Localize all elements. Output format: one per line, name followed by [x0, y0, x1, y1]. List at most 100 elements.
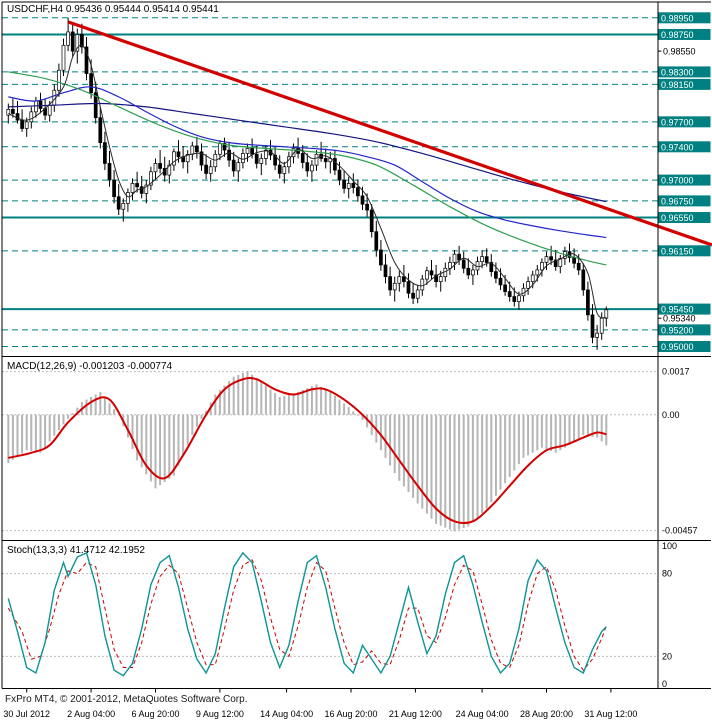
candle-bull	[172, 151, 176, 166]
candle-bull	[208, 166, 213, 174]
candle-bear	[15, 113, 20, 121]
candle-bear	[80, 34, 84, 48]
candle-bear	[135, 183, 139, 188]
candle-bull	[310, 164, 314, 172]
macd-scale-label: 0.00	[662, 410, 680, 420]
price-level-tag-text: 0.98150	[661, 80, 694, 90]
time-axis-label: 28 Aug 20:00	[520, 709, 573, 719]
time-axis-label: 31 Aug 12:00	[584, 709, 637, 719]
candle-bull	[24, 121, 29, 129]
candle-bear	[581, 269, 586, 291]
stoch-k-line	[7, 551, 607, 677]
ma-fast-dark-line	[8, 44, 607, 319]
price-level-tag[interactable]	[658, 141, 711, 153]
candle-bear	[461, 259, 466, 269]
candle-bull	[448, 262, 452, 269]
price-level-tag[interactable]	[658, 28, 711, 40]
candle-bull	[526, 281, 530, 289]
candle-bear	[549, 256, 553, 261]
candle-bear	[383, 264, 388, 277]
price-level-tag-text: 0.95200	[661, 325, 694, 335]
price-level-tag-text: 0.97700	[661, 117, 694, 127]
candle-bull	[415, 289, 420, 299]
price-level-tag[interactable]	[658, 324, 711, 336]
ma-green-line	[8, 71, 607, 266]
price-level-tag-text: 0.98950	[661, 13, 694, 23]
candle-bear	[489, 262, 494, 272]
price-level-tag[interactable]	[658, 303, 711, 315]
candle-bear	[360, 195, 365, 205]
candle-bull	[126, 192, 130, 204]
candle-bear	[572, 257, 576, 264]
time-axis-label: 2 Aug 04:00	[67, 709, 115, 719]
stoch-scale-label: 0	[662, 679, 667, 689]
candle-bear	[20, 119, 24, 129]
price-level-tag[interactable]	[658, 174, 711, 186]
candle-bull	[6, 108, 11, 116]
candle-bull	[264, 149, 268, 159]
candle-bear	[70, 31, 75, 52]
candle-bear	[222, 143, 227, 151]
price-level-tag[interactable]	[658, 245, 711, 257]
stoch-scale-label: 20	[662, 651, 672, 661]
candle-bull	[167, 164, 172, 176]
candle-bear	[103, 142, 107, 164]
price-level-tag[interactable]	[658, 341, 711, 353]
candle-bear	[406, 281, 411, 294]
candle-bull	[236, 162, 241, 172]
candle-bear	[84, 46, 89, 74]
price-level-tag[interactable]	[658, 78, 711, 90]
price-level-tag-text: 0.96750	[661, 196, 694, 206]
candle-bear	[250, 148, 254, 155]
candle-bull	[595, 332, 599, 338]
candle-bear	[503, 284, 507, 292]
candle-bull	[282, 166, 287, 174]
candle-bull	[66, 31, 70, 46]
candle-bear	[98, 117, 103, 143]
candle-bear	[116, 196, 121, 210]
time-axis-label: 30 Jul 2012	[3, 709, 50, 719]
time-axis-label: 9 Aug 12:00	[196, 709, 244, 719]
candle-bull	[346, 183, 351, 189]
price-level-tag-text: 0.97000	[661, 176, 694, 186]
candle-bear	[429, 270, 434, 276]
price-level-tag[interactable]	[658, 116, 711, 128]
candle-bear	[89, 73, 93, 94]
candle-bull	[218, 143, 222, 155]
candle-bear	[507, 291, 512, 297]
candle-bear	[337, 169, 342, 181]
price-level-tag[interactable]	[658, 195, 711, 207]
candle-bear	[11, 108, 15, 114]
candle-bear	[277, 164, 282, 174]
candle-bull	[185, 153, 190, 163]
candle-bear	[457, 253, 461, 261]
stoch-scale-label: 80	[662, 569, 672, 579]
candle-bull	[144, 184, 149, 194]
price-level-tag[interactable]	[658, 212, 711, 224]
candle-bear	[323, 158, 328, 163]
candle-bear	[176, 151, 181, 158]
candle-bear	[553, 259, 558, 267]
price-level-tag[interactable]	[658, 12, 711, 24]
candle-bull	[535, 269, 540, 276]
macd-scale-label: 0.0017	[662, 367, 690, 377]
candle-bear	[411, 292, 415, 299]
candle-bear	[195, 145, 199, 153]
candle-bear	[356, 187, 360, 197]
resistance-trendline[interactable]	[67, 20, 712, 247]
candle-bear	[484, 256, 489, 263]
candle-bear	[342, 179, 346, 189]
price-level-tag-text: 0.96550	[661, 213, 694, 223]
candle-bear	[333, 158, 337, 171]
candle-bull	[397, 276, 402, 284]
candle-bear	[374, 231, 379, 251]
candle-bear	[107, 163, 112, 181]
candle-bear	[466, 267, 471, 276]
candle-bear	[576, 262, 581, 271]
stoch-scale-label: 100	[662, 541, 677, 551]
price-scale-label: 0.98550	[663, 47, 696, 57]
price-level-tag[interactable]	[658, 66, 711, 78]
candle-bull	[604, 309, 609, 319]
candle-bull	[438, 276, 443, 282]
